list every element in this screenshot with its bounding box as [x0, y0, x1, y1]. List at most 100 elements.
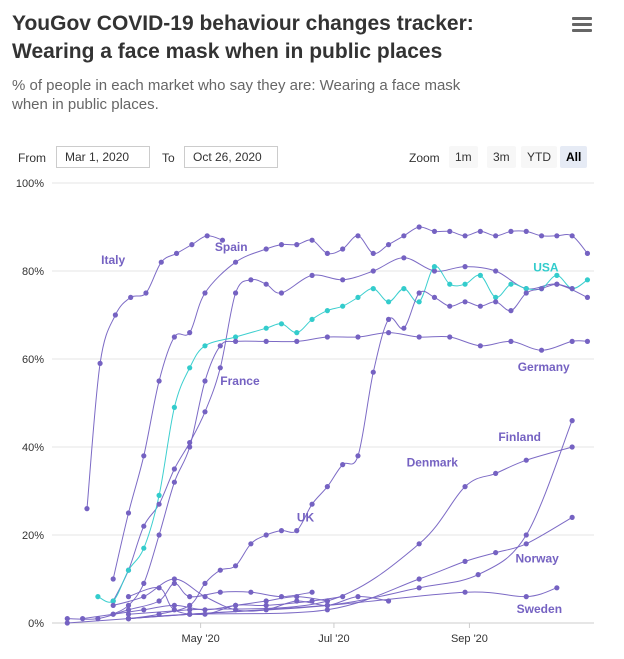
menu-icon[interactable] [570, 14, 594, 34]
data-point-italy [143, 290, 149, 296]
data-point-uk [569, 286, 575, 292]
data-point-market-11 [79, 616, 86, 622]
data-point-spain [385, 242, 392, 248]
data-point-germany [294, 338, 300, 344]
data-point-italy [189, 242, 195, 248]
data-point-usa [493, 294, 499, 300]
data-point-usa [187, 365, 193, 371]
data-point-usa [171, 404, 177, 410]
data-point-france [584, 294, 591, 300]
data-point-market-11 [324, 598, 330, 604]
data-point-germany [232, 338, 239, 344]
data-point-spain [523, 228, 529, 234]
data-point-germany [447, 334, 453, 340]
data-point-market-10 [95, 616, 101, 622]
grid-lines [52, 182, 594, 624]
series-label-norway: Norway [515, 551, 559, 565]
data-point-market-10 [125, 607, 132, 613]
data-point-uk [294, 528, 300, 534]
data-point-germany [187, 444, 193, 450]
data-point-italy [158, 259, 164, 265]
data-point-uk [232, 563, 239, 569]
data-point-norway [416, 576, 422, 582]
data-point-germany [538, 347, 545, 353]
x-tick-label: Sep '20 [451, 633, 488, 645]
data-point-usa [370, 286, 376, 292]
data-point-market-10 [171, 580, 177, 587]
data-point-market-11 [141, 607, 147, 613]
data-point-finland [569, 418, 575, 424]
data-point-usa [95, 594, 101, 600]
data-point-usa [340, 303, 346, 309]
data-point-denmark [187, 607, 193, 613]
data-point-germany [156, 532, 162, 538]
data-point-norway [493, 550, 499, 556]
data-point-market-10 [64, 616, 70, 622]
data-point-finland [416, 585, 422, 591]
data-point-uk [340, 462, 346, 468]
data-point-uk [538, 286, 545, 292]
data-point-denmark [569, 444, 575, 450]
data-point-italy [173, 250, 180, 256]
data-point-market-13 [309, 598, 315, 604]
data-point-usa [355, 294, 361, 300]
data-point-spain [401, 233, 407, 239]
series-label-italy: Italy [101, 253, 125, 267]
data-point-spain [232, 259, 239, 265]
to-date-input[interactable]: Oct 26, 2020 [184, 146, 278, 168]
data-point-market-12 [202, 594, 208, 600]
data-point-uk [401, 325, 407, 331]
data-point-spain [294, 242, 300, 248]
data-point-uk [187, 602, 193, 609]
data-point-france [156, 501, 162, 507]
data-point-market-10 [309, 589, 315, 595]
series-label-uk: UK [297, 510, 315, 524]
zoom-ytd-button[interactable]: YTD [521, 146, 557, 168]
data-point-norway [324, 607, 330, 613]
data-point-uk [355, 453, 361, 459]
data-point-uk [462, 299, 468, 305]
data-point-usa [584, 277, 591, 283]
data-point-uk [477, 303, 483, 309]
data-point-italy [128, 294, 134, 300]
data-point-usa [278, 321, 285, 327]
data-point-spain [416, 224, 422, 230]
data-point-spain [187, 330, 193, 336]
data-point-uk [447, 303, 453, 309]
series-label-spain: Spain [215, 240, 248, 254]
data-point-market-10 [187, 594, 193, 600]
data-point-france [462, 264, 468, 270]
data-point-usa [232, 334, 239, 340]
data-point-france [232, 290, 239, 296]
data-point-denmark [416, 541, 422, 547]
data-point-market-13 [156, 585, 162, 591]
data-point-france [187, 440, 193, 446]
series-line-germany [112, 332, 588, 615]
data-point-usa [309, 316, 315, 322]
data-point-usa [447, 281, 453, 287]
data-point-germany [416, 334, 422, 340]
zoom-all-button[interactable]: All [560, 146, 588, 168]
chart-title: YouGov COVID-19 behaviour changes tracke… [12, 10, 572, 66]
data-point-spain [584, 250, 591, 256]
zoom-1m-button[interactable]: 1m [449, 146, 478, 168]
data-point-market-12 [355, 594, 361, 600]
data-point-denmark [523, 457, 529, 463]
data-point-spain [278, 242, 285, 248]
data-point-norway [462, 558, 468, 565]
y-tick-label: 0% [28, 618, 44, 630]
x-tick-label: Jul '20 [318, 633, 349, 645]
zoom-3m-button[interactable]: 3m [487, 146, 516, 168]
data-point-market-13 [263, 602, 269, 609]
series-labels: Italy Spain France USA Germany UK Finland Denma… [101, 240, 570, 616]
y-tick-label: 80% [22, 266, 44, 278]
data-point-germany [584, 338, 591, 344]
from-date-input[interactable]: Mar 1, 2020 [56, 146, 150, 168]
data-point-market-11 [202, 607, 208, 613]
data-point-usa [156, 492, 162, 498]
data-point-france [248, 277, 254, 283]
series-label-usa: USA [533, 260, 559, 274]
data-point-germany [385, 330, 392, 336]
data-point-usa [385, 299, 392, 305]
data-point-france [493, 268, 499, 274]
